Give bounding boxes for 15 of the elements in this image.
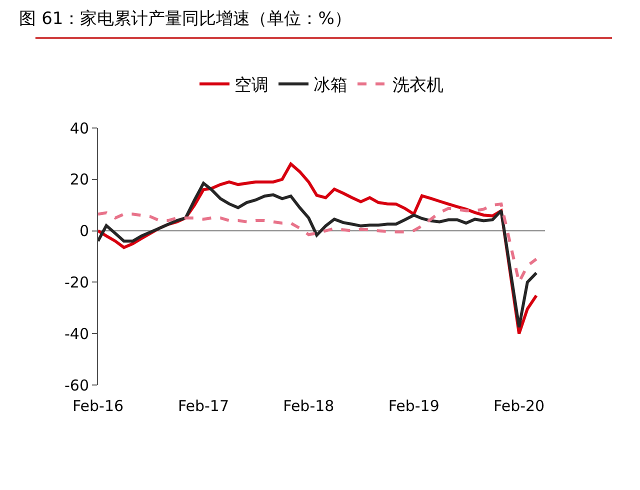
- y-tick-label: 40: [70, 119, 89, 138]
- legend-label: 空调: [234, 75, 268, 96]
- y-tick-label: 20: [70, 170, 89, 189]
- y-tick-label: -40: [64, 324, 89, 343]
- x-tick-label: Feb-17: [178, 397, 230, 415]
- y-tick-label: 0: [79, 222, 89, 240]
- x-tick-label: Feb-19: [388, 397, 440, 415]
- x-tick-label: Feb-18: [283, 397, 334, 415]
- legend-label: 洗衣机: [392, 75, 444, 96]
- x-tick-label: Feb-20: [494, 397, 545, 415]
- legend-label: 冰箱: [314, 75, 348, 96]
- y-tick-label: -60: [64, 376, 89, 394]
- chart-title: 图 61：家电累计产量同比增速（单位：%）: [19, 9, 352, 30]
- y-tick-label: -20: [64, 273, 89, 292]
- x-tick-label: Feb-16: [72, 397, 124, 415]
